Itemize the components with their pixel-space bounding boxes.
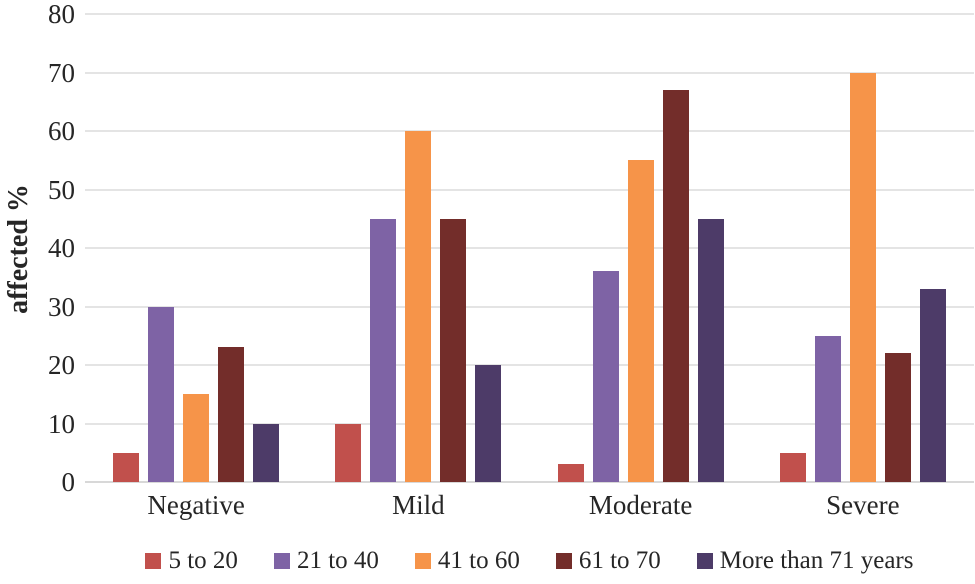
bar-group-negative bbox=[85, 14, 307, 482]
legend-label: More than 71 years bbox=[719, 547, 914, 574]
legend-item: 5 to 20 bbox=[145, 546, 238, 576]
gridline bbox=[85, 364, 974, 366]
bar bbox=[849, 72, 876, 482]
gridline bbox=[85, 305, 974, 308]
legend-label: 61 to 70 bbox=[578, 547, 661, 574]
gridline bbox=[85, 130, 974, 132]
legend-swatch-icon bbox=[555, 553, 572, 569]
x-category-label: Severe bbox=[826, 490, 900, 520]
bar bbox=[335, 423, 362, 482]
legend-item: 21 to 40 bbox=[273, 546, 379, 576]
y-tick-label: 70 bbox=[48, 57, 75, 88]
bar bbox=[440, 218, 467, 482]
bar bbox=[627, 160, 654, 482]
x-category-label: Negative bbox=[147, 490, 245, 520]
bar bbox=[557, 464, 584, 482]
x-axis-baseline bbox=[85, 481, 974, 483]
bar bbox=[814, 335, 841, 482]
bar bbox=[592, 271, 619, 482]
bar bbox=[183, 394, 210, 482]
bar-group-severe bbox=[752, 14, 974, 482]
bar bbox=[919, 288, 946, 482]
y-tick-label: 40 bbox=[48, 233, 75, 263]
legend-label: 41 to 60 bbox=[437, 547, 520, 574]
bar-group-mild bbox=[307, 14, 529, 482]
bar bbox=[148, 306, 175, 482]
bar bbox=[662, 90, 689, 482]
legend-item: 41 to 60 bbox=[414, 546, 520, 576]
legend-swatch-icon bbox=[414, 553, 431, 569]
plot-area bbox=[85, 13, 974, 483]
bar bbox=[405, 131, 432, 482]
bar bbox=[884, 353, 911, 482]
legend-swatch-icon bbox=[696, 553, 713, 569]
x-category-label: Mild bbox=[392, 490, 445, 520]
legend-item: 61 to 70 bbox=[555, 546, 661, 576]
gridline bbox=[85, 188, 974, 191]
legend-item: More than 71 years bbox=[696, 546, 914, 576]
gridline bbox=[85, 71, 974, 74]
bar bbox=[370, 218, 397, 482]
x-category-label: Moderate bbox=[588, 490, 693, 520]
legend-swatch-icon bbox=[145, 553, 162, 569]
legend-label: 5 to 20 bbox=[168, 547, 238, 574]
legend: 5 to 20 21 to 40 41 to 60 61 to 70 More than… bbox=[85, 546, 974, 576]
bar bbox=[218, 347, 245, 482]
bar bbox=[253, 423, 280, 482]
bar bbox=[475, 365, 502, 482]
y-tick-label: 50 bbox=[48, 174, 75, 205]
bar-group-moderate bbox=[530, 14, 752, 482]
y-tick-label: 80 bbox=[48, 0, 75, 29]
gridline bbox=[85, 13, 974, 15]
y-tick-label: 60 bbox=[48, 116, 75, 146]
y-tick-label: 0 bbox=[61, 467, 76, 497]
y-tick-label: 10 bbox=[48, 408, 75, 439]
y-tick-label: 20 bbox=[48, 350, 75, 380]
bar bbox=[697, 218, 724, 482]
y-tick-label: 30 bbox=[48, 291, 75, 322]
gridline bbox=[85, 247, 974, 249]
bar bbox=[113, 452, 140, 482]
legend-swatch-icon bbox=[273, 553, 290, 569]
gridline bbox=[85, 422, 974, 425]
bar bbox=[779, 452, 806, 482]
legend-label: 21 to 40 bbox=[296, 547, 379, 574]
